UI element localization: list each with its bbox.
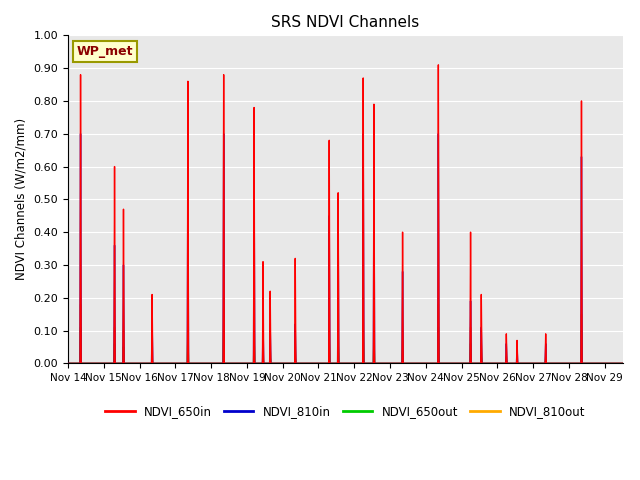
- Legend: NDVI_650in, NDVI_810in, NDVI_650out, NDVI_810out: NDVI_650in, NDVI_810in, NDVI_650out, NDV…: [100, 401, 590, 423]
- Y-axis label: NDVI Channels (W/m2/mm): NDVI Channels (W/m2/mm): [15, 118, 28, 280]
- Text: WP_met: WP_met: [76, 45, 133, 58]
- Title: SRS NDVI Channels: SRS NDVI Channels: [271, 15, 419, 30]
